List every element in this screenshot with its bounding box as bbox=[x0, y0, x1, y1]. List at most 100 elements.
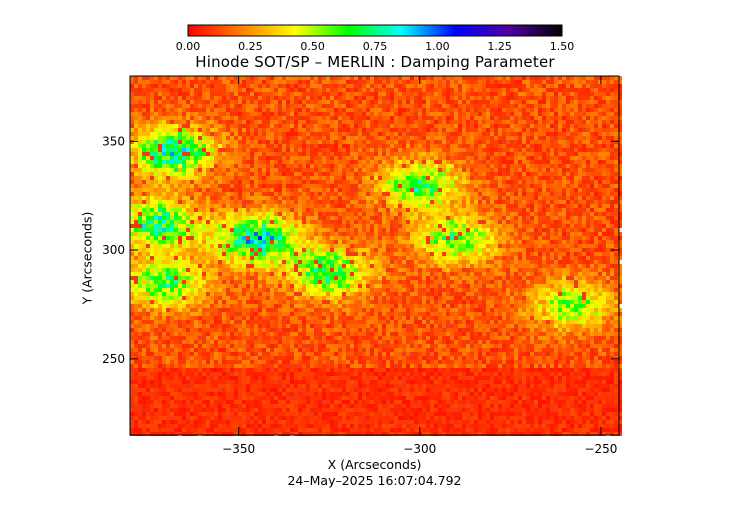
heatmap-cell bbox=[486, 180, 490, 184]
heatmap-cell bbox=[534, 176, 538, 180]
heatmap-cell bbox=[602, 228, 606, 232]
heatmap-cell bbox=[434, 120, 438, 124]
heatmap-cell bbox=[150, 120, 154, 124]
heatmap-cell bbox=[258, 232, 262, 236]
heatmap-cell bbox=[618, 132, 622, 136]
heatmap-cell bbox=[606, 212, 610, 216]
heatmap-cell bbox=[362, 104, 366, 108]
heatmap-cell bbox=[574, 100, 578, 104]
heatmap-cell bbox=[546, 116, 550, 120]
heatmap-cell bbox=[398, 80, 402, 84]
heatmap-cell bbox=[478, 152, 482, 156]
heatmap-cell bbox=[246, 196, 250, 200]
heatmap-cell bbox=[134, 204, 138, 208]
heatmap-cell bbox=[606, 92, 610, 96]
heatmap-cell bbox=[302, 92, 306, 96]
heatmap-cell bbox=[434, 232, 438, 236]
heatmap-cell bbox=[514, 92, 518, 96]
heatmap-cell bbox=[590, 80, 594, 84]
heatmap-cell bbox=[514, 204, 518, 208]
heatmap-cell bbox=[282, 224, 286, 228]
heatmap-cell bbox=[358, 232, 362, 236]
heatmap-cell bbox=[426, 220, 430, 224]
heatmap-cell bbox=[326, 220, 330, 224]
heatmap-cell bbox=[278, 188, 282, 192]
heatmap-cell bbox=[478, 136, 482, 140]
heatmap-cell bbox=[186, 92, 190, 96]
heatmap-cell bbox=[358, 196, 362, 200]
heatmap-cell bbox=[518, 164, 522, 168]
heatmap-cell bbox=[250, 196, 254, 200]
heatmap-cell bbox=[194, 236, 198, 240]
heatmap-cell bbox=[242, 132, 246, 136]
heatmap-cell bbox=[342, 244, 346, 248]
heatmap-cell bbox=[522, 236, 526, 240]
heatmap-cell bbox=[466, 128, 470, 132]
heatmap-cell bbox=[226, 164, 230, 168]
heatmap-cell bbox=[562, 160, 566, 164]
heatmap-cell bbox=[586, 160, 590, 164]
heatmap-cell bbox=[534, 196, 538, 200]
heatmap-cell bbox=[574, 160, 578, 164]
heatmap-cell bbox=[446, 168, 450, 172]
heatmap-cell bbox=[394, 236, 398, 240]
heatmap-cell bbox=[518, 84, 522, 88]
heatmap-cell bbox=[338, 136, 342, 140]
heatmap-cell bbox=[206, 92, 210, 96]
heatmap-cell bbox=[254, 192, 258, 196]
heatmap-cell bbox=[574, 128, 578, 132]
heatmap-cell bbox=[538, 212, 542, 216]
heatmap-cell bbox=[326, 152, 330, 156]
heatmap-cell bbox=[522, 132, 526, 136]
heatmap-cell bbox=[538, 112, 542, 116]
heatmap-cell bbox=[586, 100, 590, 104]
heatmap-cell bbox=[514, 212, 518, 216]
heatmap-cell bbox=[474, 112, 478, 116]
heatmap-cell bbox=[314, 204, 318, 208]
heatmap-cell bbox=[414, 80, 418, 84]
heatmap-cell bbox=[574, 120, 578, 124]
heatmap-cell bbox=[366, 140, 370, 144]
heatmap-cell bbox=[418, 232, 422, 236]
heatmap-cell bbox=[294, 136, 298, 140]
heatmap-cell bbox=[194, 240, 198, 244]
heatmap-cell bbox=[406, 168, 410, 172]
heatmap-cell bbox=[278, 220, 282, 224]
heatmap-cell bbox=[358, 168, 362, 172]
heatmap-cell bbox=[258, 188, 262, 192]
heatmap-cell bbox=[154, 160, 158, 164]
heatmap-cell bbox=[582, 184, 586, 188]
heatmap-cell bbox=[538, 108, 542, 112]
heatmap-cell bbox=[222, 200, 226, 204]
heatmap-cell bbox=[410, 196, 414, 200]
heatmap-cell bbox=[346, 144, 350, 148]
heatmap-cell bbox=[538, 200, 542, 204]
heatmap-cell bbox=[130, 80, 134, 84]
heatmap-cell bbox=[306, 164, 310, 168]
heatmap-cell bbox=[166, 92, 170, 96]
heatmap-cell bbox=[446, 160, 450, 164]
heatmap-cell bbox=[450, 108, 454, 112]
heatmap-cell bbox=[382, 168, 386, 172]
heatmap-cell bbox=[406, 148, 410, 152]
heatmap-cell bbox=[158, 208, 162, 212]
heatmap-cell bbox=[406, 136, 410, 140]
heatmap-cell bbox=[390, 228, 394, 232]
heatmap-cell bbox=[458, 236, 462, 240]
heatmap-cell bbox=[202, 180, 206, 184]
heatmap-cell bbox=[246, 112, 250, 116]
heatmap-cell bbox=[466, 216, 470, 220]
heatmap-cell bbox=[470, 180, 474, 184]
heatmap-cell bbox=[434, 244, 438, 248]
heatmap-cell bbox=[610, 160, 614, 164]
heatmap-cell bbox=[542, 216, 546, 220]
heatmap-cell bbox=[486, 132, 490, 136]
heatmap-cell bbox=[402, 200, 406, 204]
heatmap-cell bbox=[130, 208, 134, 212]
heatmap-cell bbox=[510, 92, 514, 96]
heatmap-cell bbox=[462, 172, 466, 176]
heatmap-cell bbox=[506, 224, 510, 228]
heatmap-cell bbox=[146, 204, 150, 208]
heatmap-cell bbox=[438, 96, 442, 100]
heatmap-cell bbox=[590, 176, 594, 180]
